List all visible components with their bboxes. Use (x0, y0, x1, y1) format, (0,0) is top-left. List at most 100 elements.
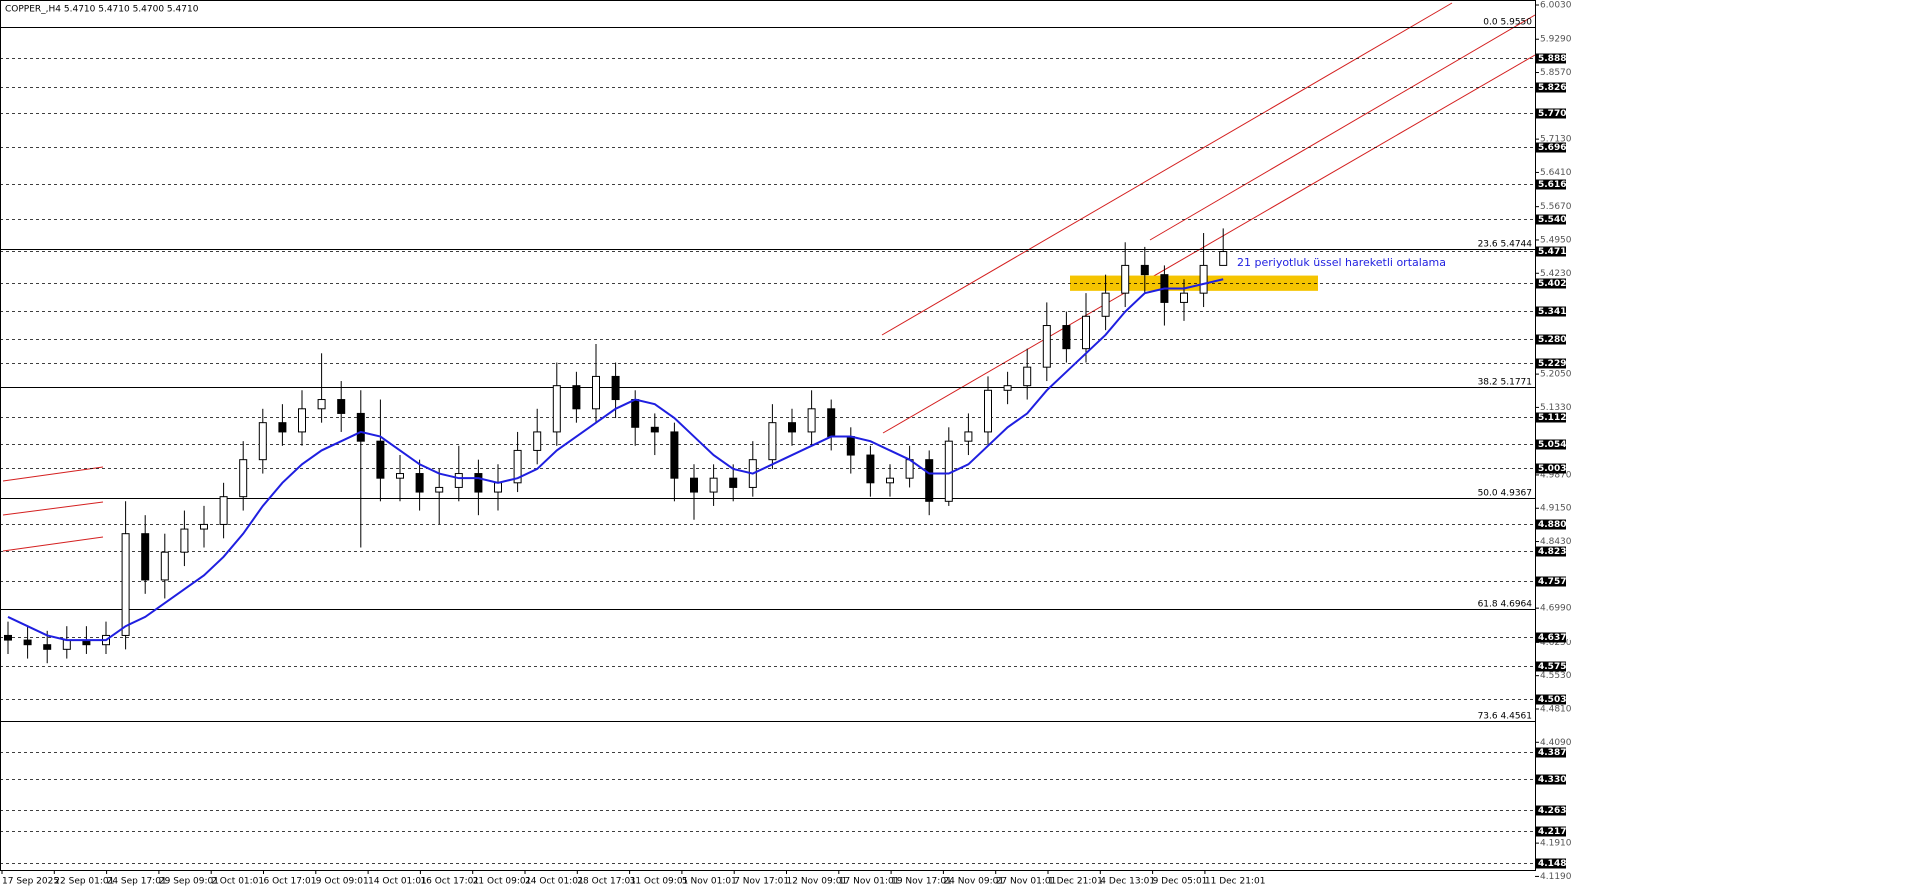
level-box (1536, 463, 1566, 474)
candle-body (219, 496, 228, 525)
y-tick-label: 4.8430 (1540, 537, 1572, 547)
candle-body (1121, 264, 1130, 294)
y-tick-label: 5.4230 (1540, 269, 1572, 279)
level-box (1536, 334, 1566, 345)
level-box (1536, 661, 1566, 672)
channel-left-lower (2, 536, 104, 552)
candle-body (1219, 251, 1228, 266)
x-tick-label: 9 Dec 05:01 (1153, 877, 1208, 887)
channel-left-upper (2, 466, 104, 482)
y-tick-label: 4.1910 (1540, 839, 1572, 849)
x-tick-label: 17 Sep 2025 (2, 877, 59, 887)
level-label: 5.3410 (1538, 307, 1573, 317)
candle-body (1062, 325, 1071, 350)
y-tick-label: 5.8570 (1540, 68, 1572, 78)
y-tick-label: 4.4090 (1540, 738, 1572, 748)
level-box (1536, 826, 1566, 837)
level-box (1536, 805, 1566, 816)
level-label: 4.7575 (1538, 577, 1573, 587)
candle-body (356, 412, 365, 442)
fib-ratio: 73.6 (1478, 711, 1498, 721)
x-tick-label: 2 Oct 01:01 (211, 877, 264, 887)
fib-ratio: 50.0 (1478, 488, 1498, 498)
candle-body (415, 473, 424, 493)
y-tick-label: 4.4810 (1540, 704, 1572, 714)
level-box (1536, 278, 1566, 289)
candle-body (4, 634, 12, 641)
candle-body (239, 459, 248, 498)
level-box (1536, 858, 1566, 869)
fib-ratio: 38.2 (1478, 377, 1498, 387)
level-label: 4.8230 (1538, 547, 1573, 557)
x-tick-label: 21 Oct 09:01 (473, 877, 532, 887)
x-tick-label: 27 Nov 01:01 (996, 877, 1057, 887)
level-box (1536, 358, 1566, 369)
candle-body (513, 449, 522, 484)
level-box (1536, 246, 1566, 257)
chart-title: COPPER_,H4 5.4710 5.4710 5.4700 5.4710 (5, 5, 199, 15)
candle-body (317, 399, 326, 410)
ema-line (7, 278, 1224, 642)
level-label: 5.0540 (1538, 440, 1573, 450)
x-tick-label: 31 Oct 09:01 (630, 877, 689, 887)
y-tick-label: 5.4950 (1540, 235, 1572, 245)
level-box (1536, 576, 1566, 587)
candle-body (160, 551, 169, 581)
x-tick-label: 5 Nov 01:01 (682, 877, 737, 887)
candle-body (396, 473, 404, 479)
candle-body (631, 399, 640, 428)
fib-value: 5.4744 (1501, 239, 1533, 249)
candle-body (729, 477, 738, 488)
fib-label: 61.8 4.6964 (1478, 599, 1533, 609)
level-label: 4.1480 (1538, 859, 1573, 869)
candle-body (298, 408, 306, 433)
level-label: 5.8260 (1538, 83, 1573, 93)
level-label: 4.2635 (1538, 806, 1573, 816)
level-box (1536, 214, 1566, 225)
candle-body (592, 375, 600, 410)
fib-label: 73.6 4.4561 (1478, 711, 1532, 721)
y-tick-label: 4.1190 (1540, 872, 1572, 882)
x-tick-label: 28 Oct 17:01 (577, 877, 636, 887)
level-label: 5.1125 (1538, 413, 1573, 423)
x-tick-label: 19 Nov 17:01 (891, 877, 952, 887)
candle-body (611, 375, 620, 401)
candle-body (454, 473, 463, 488)
candle-body (846, 436, 855, 456)
annotation: 21 periyotluk üssel hareketli ortalama (1237, 256, 1446, 269)
level-box (1536, 632, 1566, 643)
candle-body (552, 385, 561, 433)
fib-ratio: 23.6 (1478, 239, 1498, 249)
fib-value: 5.9550 (1501, 17, 1533, 27)
x-tick-label: 16 Oct 17:01 (420, 877, 479, 887)
level-label: 5.7700 (1538, 109, 1573, 119)
candle-body (866, 454, 875, 484)
y-tick-label: 5.7130 (1540, 135, 1572, 145)
fib-ratio: 0.0 (1483, 17, 1498, 27)
fib-ratio: 61.8 (1478, 599, 1498, 609)
y-tick-label: 4.9150 (1540, 504, 1572, 514)
candle-body (944, 440, 953, 502)
fib-label: 38.2 5.1771 (1478, 377, 1532, 387)
candle-body (1180, 292, 1188, 303)
level-label: 5.6965 (1538, 143, 1573, 153)
plot-frame (0, 0, 1536, 871)
candle-body (690, 477, 698, 493)
candle-body (768, 422, 777, 461)
candle-body (121, 533, 130, 636)
fib-value: 4.4561 (1501, 711, 1533, 721)
candle-body (43, 644, 52, 650)
level-label: 5.4025 (1538, 279, 1573, 289)
candle-body (23, 639, 32, 646)
x-tick-label: 11 Dec 21:01 (1205, 877, 1266, 887)
level-label: 4.8800 (1538, 520, 1573, 530)
candle-body (435, 486, 444, 493)
candle-body (1042, 325, 1051, 368)
x-tick-label: 24 Oct 01:01 (525, 877, 584, 887)
level-label: 4.3875 (1538, 748, 1573, 758)
candle-body (1140, 264, 1149, 276)
x-tick-label: 7 Nov 17:01 (734, 877, 789, 887)
level-label: 4.3300 (1538, 775, 1573, 785)
